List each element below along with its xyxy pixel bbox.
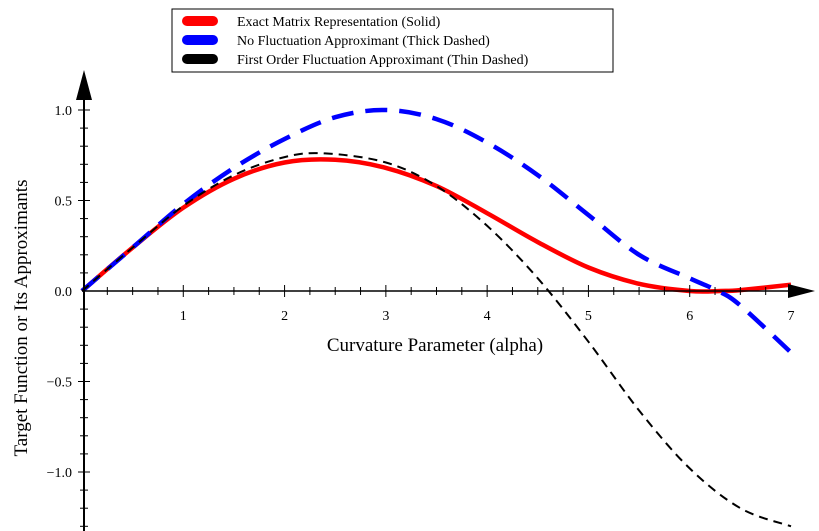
series-exact-line bbox=[80, 157, 792, 294]
legend: Exact Matrix Representation (Solid) No Fl… bbox=[171, 8, 614, 73]
y-tick-label: 0.0 bbox=[55, 285, 73, 300]
axes: 1 2 3 4 5 6 7 −1.0 −0.5 0.0 0.5 1.0 bbox=[47, 70, 815, 531]
x-tick-label: 2 bbox=[281, 309, 288, 324]
legend-box bbox=[171, 8, 614, 73]
y-axis-arrow bbox=[76, 70, 92, 100]
legend-swatch bbox=[182, 54, 218, 64]
y-axis-title: Target Function or Its Approximants bbox=[11, 180, 32, 457]
x-tick-label: 5 bbox=[585, 309, 592, 324]
series-layer bbox=[80, 107, 793, 528]
legend-entry-no-fluctuation: No Fluctuation Approximant (Thick Dashed… bbox=[182, 34, 490, 49]
legend-label: First Order Fluctuation Approximant (Thi… bbox=[237, 53, 529, 68]
y-tick-label: −1.0 bbox=[47, 466, 72, 481]
legend-entry-exact: Exact Matrix Representation (Solid) bbox=[182, 15, 441, 30]
y-tick-label: −0.5 bbox=[47, 376, 72, 391]
legend-swatch bbox=[182, 35, 218, 45]
x-axis-title: Curvature Parameter (alpha) bbox=[327, 335, 543, 356]
x-tick-label: 1 bbox=[180, 309, 187, 324]
legend-label: Exact Matrix Representation (Solid) bbox=[237, 15, 441, 30]
y-tick-label: 1.0 bbox=[55, 104, 73, 119]
legend-label: No Fluctuation Approximant (Thick Dashed… bbox=[237, 34, 490, 49]
x-tick-label: 3 bbox=[382, 309, 389, 324]
legend-swatch bbox=[182, 16, 218, 26]
legend-entry-first-order: First Order Fluctuation Approximant (Thi… bbox=[182, 53, 529, 68]
y-tick-label: 0.5 bbox=[55, 195, 73, 210]
x-axis-arrow bbox=[788, 284, 815, 298]
series-no-fluctuation-line bbox=[80, 107, 793, 355]
x-tick-label: 7 bbox=[788, 309, 795, 324]
x-tick-label: 6 bbox=[686, 309, 693, 324]
x-tick-label: 4 bbox=[484, 309, 491, 324]
